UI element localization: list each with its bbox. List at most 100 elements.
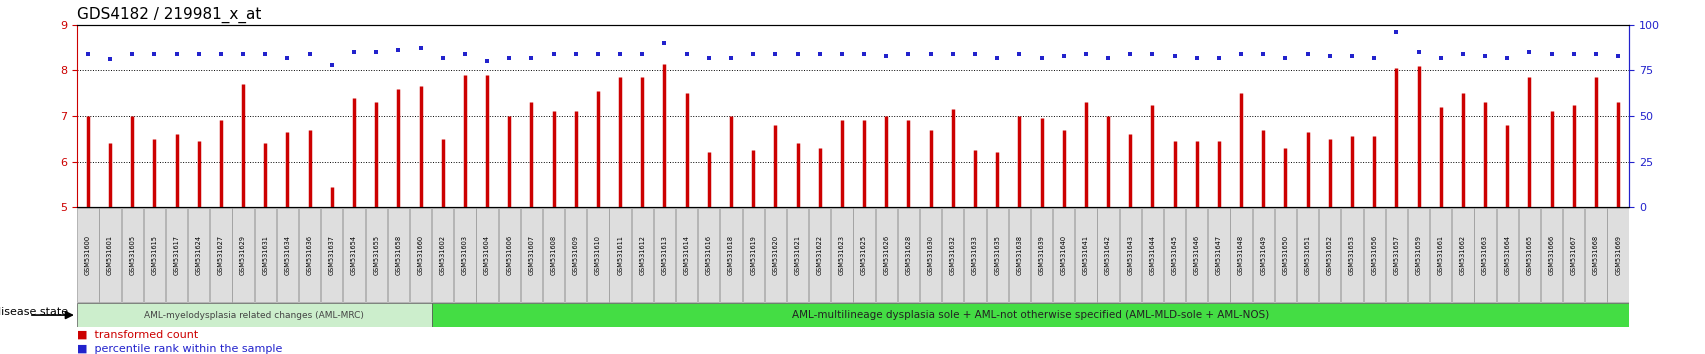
Point: [806, 51, 834, 57]
FancyBboxPatch shape: [1185, 208, 1207, 302]
Point: [273, 55, 300, 61]
FancyBboxPatch shape: [1052, 208, 1074, 302]
Text: AML-multilineage dysplasia sole + AML-not otherwise specified (AML-MLD-sole + AM: AML-multilineage dysplasia sole + AML-no…: [791, 310, 1269, 320]
Text: GSM531603: GSM531603: [462, 235, 467, 275]
Text: GSM531612: GSM531612: [639, 235, 644, 275]
Text: GSM531607: GSM531607: [529, 235, 534, 275]
Point: [1204, 55, 1231, 61]
Point: [208, 51, 235, 57]
FancyBboxPatch shape: [343, 208, 365, 302]
FancyBboxPatch shape: [542, 208, 564, 302]
Point: [297, 51, 324, 57]
Text: GSM531616: GSM531616: [706, 235, 711, 275]
Point: [1248, 51, 1275, 57]
Point: [1115, 51, 1142, 57]
FancyBboxPatch shape: [1074, 208, 1096, 302]
Text: GSM531618: GSM531618: [728, 235, 733, 275]
FancyBboxPatch shape: [1229, 208, 1251, 302]
FancyBboxPatch shape: [786, 208, 808, 302]
FancyBboxPatch shape: [431, 208, 454, 302]
FancyBboxPatch shape: [1141, 208, 1163, 302]
Text: GSM531623: GSM531623: [839, 235, 844, 275]
FancyBboxPatch shape: [1429, 208, 1451, 302]
FancyBboxPatch shape: [764, 208, 786, 302]
Text: GSM531648: GSM531648: [1238, 235, 1243, 275]
Text: GSM531600: GSM531600: [85, 235, 90, 275]
FancyBboxPatch shape: [1451, 208, 1473, 302]
Point: [1072, 51, 1100, 57]
Text: GSM531617: GSM531617: [174, 235, 179, 275]
Point: [430, 55, 457, 61]
Point: [1004, 51, 1032, 57]
Text: GSM531661: GSM531661: [1437, 235, 1442, 275]
FancyBboxPatch shape: [387, 208, 409, 302]
FancyBboxPatch shape: [143, 208, 165, 302]
Text: AML-myelodysplasia related changes (AML-MRC): AML-myelodysplasia related changes (AML-…: [145, 310, 363, 320]
Point: [1049, 53, 1078, 59]
FancyBboxPatch shape: [1562, 208, 1584, 302]
FancyBboxPatch shape: [454, 208, 476, 302]
Text: GSM531601: GSM531601: [107, 235, 113, 275]
Point: [252, 51, 280, 57]
Point: [760, 51, 788, 57]
Point: [827, 51, 854, 57]
Point: [962, 51, 989, 57]
FancyBboxPatch shape: [232, 208, 254, 302]
Text: GSM531602: GSM531602: [440, 235, 445, 275]
Text: GSM531656: GSM531656: [1371, 235, 1376, 275]
Point: [184, 51, 211, 57]
Text: GSM531622: GSM531622: [817, 235, 822, 275]
Point: [738, 51, 766, 57]
Point: [517, 55, 544, 61]
Text: GSM531635: GSM531635: [994, 235, 999, 275]
Point: [1095, 55, 1122, 61]
FancyBboxPatch shape: [1008, 208, 1030, 302]
Text: GSM531620: GSM531620: [772, 235, 777, 275]
Text: GSM531649: GSM531649: [1260, 235, 1265, 275]
FancyBboxPatch shape: [1340, 208, 1362, 302]
Text: GSM531627: GSM531627: [218, 235, 223, 275]
Point: [228, 51, 256, 57]
Text: GSM531643: GSM531643: [1127, 235, 1132, 275]
Text: GSM531614: GSM531614: [684, 235, 689, 275]
Point: [1381, 29, 1408, 35]
Point: [1494, 55, 1521, 61]
Text: GSM531644: GSM531644: [1149, 235, 1154, 275]
Point: [1448, 51, 1475, 57]
Point: [650, 40, 677, 46]
Point: [75, 51, 102, 57]
Text: GSM531662: GSM531662: [1459, 235, 1465, 275]
Text: GSM531630: GSM531630: [928, 235, 933, 275]
Point: [1139, 51, 1166, 57]
Point: [583, 51, 612, 57]
Text: GSM531651: GSM531651: [1304, 235, 1309, 275]
FancyBboxPatch shape: [830, 208, 852, 302]
Text: GSM531663: GSM531663: [1482, 235, 1487, 275]
FancyBboxPatch shape: [1473, 208, 1495, 302]
FancyBboxPatch shape: [1584, 208, 1606, 302]
Text: GSM531653: GSM531653: [1349, 235, 1354, 275]
FancyBboxPatch shape: [321, 208, 343, 302]
Point: [938, 51, 965, 57]
FancyBboxPatch shape: [121, 208, 143, 302]
FancyBboxPatch shape: [1362, 208, 1384, 302]
Point: [339, 49, 368, 55]
Text: GSM531633: GSM531633: [972, 235, 977, 275]
Point: [605, 51, 633, 57]
FancyBboxPatch shape: [476, 208, 498, 302]
FancyBboxPatch shape: [587, 208, 609, 302]
Point: [406, 46, 433, 51]
Point: [1558, 51, 1586, 57]
FancyBboxPatch shape: [675, 208, 697, 302]
Text: GSM531629: GSM531629: [240, 235, 246, 275]
Text: GSM531664: GSM531664: [1504, 235, 1509, 275]
Text: GSM531606: GSM531606: [506, 235, 512, 275]
FancyBboxPatch shape: [1163, 208, 1185, 302]
FancyBboxPatch shape: [520, 208, 542, 302]
Text: GSM531654: GSM531654: [351, 235, 356, 275]
Bar: [431, 303, 1628, 327]
Point: [539, 51, 566, 57]
Point: [1361, 55, 1388, 61]
Point: [1159, 53, 1187, 59]
FancyBboxPatch shape: [963, 208, 985, 302]
